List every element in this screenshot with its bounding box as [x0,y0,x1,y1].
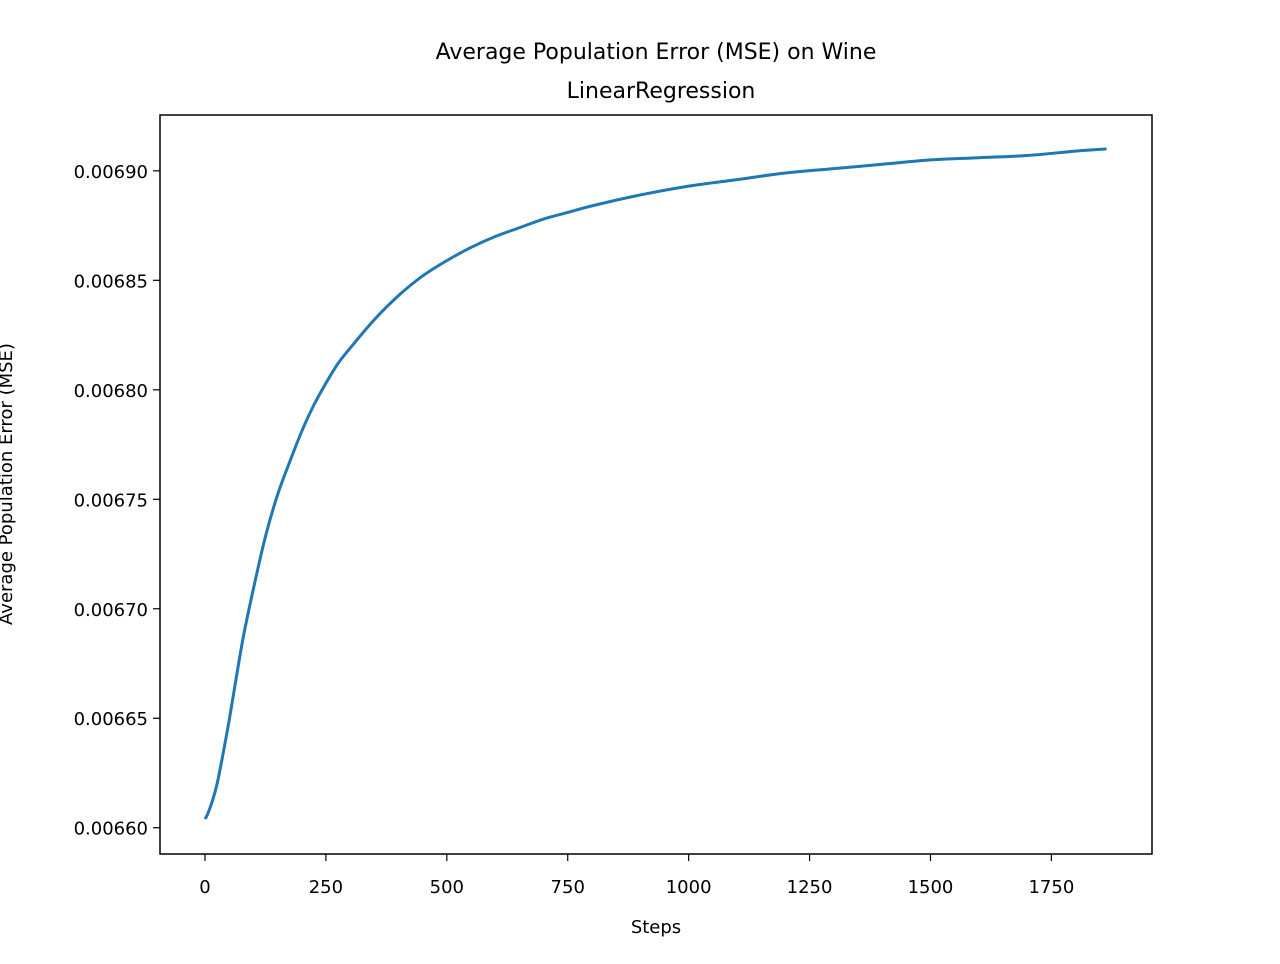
y-tick-label: 0.00670 [74,600,148,621]
x-tick-label: 1500 [908,877,954,898]
series-layer [203,147,1107,820]
x-tick-label: 0 [199,877,210,898]
y-tick-label: 0.00665 [74,709,148,730]
x-tick-label: 500 [430,877,464,898]
series-line [203,147,1107,820]
x-tick-label: 1250 [787,877,833,898]
chart-subtitle: LinearRegression [567,79,756,104]
y-tick-label: 0.00685 [74,271,148,292]
x-tick-label: 1750 [1028,877,1074,898]
y-tick-label: 0.00660 [74,819,148,840]
y-tick-label: 0.00690 [74,162,148,183]
x-tick-label: 750 [551,877,585,898]
y-axis-ticks: 0.00660 0.00665 0.00670 0.00675 0.00680 0.006… [74,162,160,840]
y-tick-label: 0.00675 [74,490,148,511]
plot-area-frame [159,114,1153,855]
y-tick-label: 0.00680 [74,381,148,402]
x-axis-ticks: 0 250 500 750 1000 1250 1500 1750 [199,854,1074,898]
x-tick-label: 250 [309,877,343,898]
x-tick-label: 1000 [666,877,712,898]
x-axis-label: Steps [631,917,681,938]
chart-title: Average Population Error (MSE) on Wine [436,40,877,65]
y-axis-label: Average Population Error (MSE) [0,343,17,625]
